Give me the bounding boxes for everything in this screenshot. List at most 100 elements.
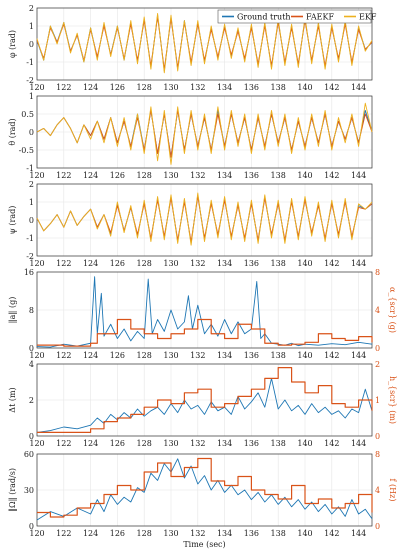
panel-4-series-0-line	[36, 276, 373, 348]
panel-5-xtick-label-2: 124	[83, 439, 98, 448]
panel-1-xtick-label-11: 142	[324, 83, 339, 92]
panel-2-xtick-label-10: 140	[297, 171, 312, 180]
panel-3-xtick-label-8: 136	[244, 259, 259, 268]
panel-3-series-2-line	[36, 192, 373, 246]
panel-1-xtick-label-8: 136	[244, 83, 259, 92]
panel-4-xtick-label-11: 142	[324, 351, 339, 360]
panel-2-xtick-label-8: 136	[244, 171, 259, 180]
panel-2-xtick-label-1: 122	[56, 171, 71, 180]
panel-4-ytick-label-1: 8	[29, 306, 34, 315]
panel-3-frame	[36, 183, 373, 257]
panel-4-xtick-label-2: 124	[83, 351, 98, 360]
panel-1-xtick-label-5: 130	[163, 83, 178, 92]
panel-3-xtick-label-10: 140	[297, 259, 312, 268]
panel-6-ytick-right-label-1: 4	[375, 486, 380, 495]
panel-1-xtick-label-0: 120	[29, 83, 44, 92]
panel-3-xtick-label-7: 134	[217, 259, 232, 268]
panel-5-xtick-label-6: 132	[190, 439, 205, 448]
panel-6-xtick-label-6: 132	[190, 529, 205, 538]
panel-2-ytick-label-0: -1	[26, 164, 34, 173]
panel-4-xtick-label-7: 134	[217, 351, 232, 360]
panel-2-xtick-label-7: 134	[217, 171, 232, 180]
panel-3-ytick-label-0: -2	[26, 252, 34, 261]
panel-2-xtick-label-5: 130	[163, 171, 178, 180]
panel-3-ytick-label-2: 0	[29, 216, 34, 225]
panel-3-xtick-label-4: 128	[137, 259, 152, 268]
panel-6-xtick-label-5: 130	[163, 529, 178, 538]
panel-3-ylabel: ψ (rad)	[8, 206, 17, 235]
panel-2-ytick-label-4: 1	[29, 92, 34, 101]
panel-5-ytick-right-label-1: 1	[375, 396, 380, 405]
panel-2-ylabel: θ (rad)	[8, 118, 17, 145]
panel-4-xtick-label-8: 136	[244, 351, 259, 360]
panel-4-xtick-label-12: 144	[351, 351, 366, 360]
panel-5-ytick-right-label-2: 2	[375, 360, 380, 369]
panel-3-xtick-label-3: 126	[110, 259, 125, 268]
panel-1-ytick-label-1: -1	[26, 58, 34, 67]
panel-6-ytick-right-label-0: 0	[375, 522, 380, 531]
panel-4-xtick-label-10: 140	[297, 351, 312, 360]
panel-4-ytick-right-label-2: 8	[375, 268, 380, 277]
panel-6-ytick-label-2: 60	[24, 450, 34, 459]
panel-1-ytick-label-4: 2	[29, 4, 34, 13]
panel-5-ylabel-right: h_{scr} (m)	[388, 376, 397, 424]
panel-1-xtick-label-6: 132	[190, 83, 205, 92]
panel-2-xtick-label-9: 138	[271, 171, 286, 180]
panel-5-ytick-label-1: 2	[29, 396, 34, 405]
panel-5-xtick-label-11: 142	[324, 439, 339, 448]
panel-2-xtick-label-6: 132	[190, 171, 205, 180]
panel-4-ytick-right-label-0: 0	[375, 344, 380, 353]
panel-4-xtick-label-3: 126	[110, 351, 125, 360]
panel-1-xtick-label-4: 128	[137, 83, 152, 92]
panel-3-ytick-label-3: 1	[29, 198, 34, 207]
panel-2-xtick-label-0: 120	[29, 171, 44, 180]
panel-1-xtick-label-9: 138	[271, 83, 286, 92]
panel-6-xtick-label-9: 138	[271, 529, 286, 538]
panel-5-ytick-label-0: 0	[29, 432, 34, 441]
panel-5-xtick-label-12: 144	[351, 439, 366, 448]
panel-3-xtick-label-5: 130	[163, 259, 178, 268]
panel-2-ytick-label-1: -0.5	[19, 146, 34, 155]
panel-6-ytick-label-1: 30	[24, 486, 34, 495]
legend-label-2: EKF	[359, 13, 377, 22]
panel-5-series-0-line	[36, 377, 373, 433]
panel-3-ytick-label-4: 2	[29, 180, 34, 189]
panel-6-series-1-line	[37, 457, 373, 518]
panel-6-xtick-label-4: 128	[137, 529, 152, 538]
panel-3-series-1-line	[36, 196, 373, 243]
panel-3-xtick-label-6: 132	[190, 259, 205, 268]
panel-6-xtick-label-12: 144	[351, 529, 366, 538]
panel-1-frame	[36, 7, 373, 81]
panel-3-ytick-label-1: -1	[26, 234, 34, 243]
panel-3-xtick-label-2: 124	[83, 259, 98, 268]
panel-4-xtick-label-4: 128	[137, 351, 152, 360]
panel-5-xtick-label-8: 136	[244, 439, 259, 448]
panel-1-xtick-label-10: 140	[297, 83, 312, 92]
panel-3-xtick-label-11: 142	[324, 259, 339, 268]
panel-4-xtick-label-6: 132	[190, 351, 205, 360]
panel-1-xtick-label-7: 134	[217, 83, 232, 92]
panel-5-xtick-label-7: 134	[217, 439, 232, 448]
panel-6-xtick-label-7: 134	[217, 529, 232, 538]
panel-2-xtick-label-4: 128	[137, 171, 152, 180]
panel-2-ytick-label-3: 0.5	[21, 110, 34, 119]
panel-1-xtick-label-3: 126	[110, 83, 125, 92]
panel-6-xtick-label-8: 136	[244, 529, 259, 538]
panel-6-ytick-right-label-2: 8	[375, 450, 380, 459]
panel-4-ylabel-right: α_{scr} (g)	[388, 287, 397, 333]
panel-1-series-2-line	[36, 12, 373, 74]
panel-4-xtick-label-1: 122	[56, 351, 71, 360]
panel-5-xtick-label-4: 128	[137, 439, 152, 448]
panel-5-xtick-label-10: 140	[297, 439, 312, 448]
panel-6-xtick-label-0: 120	[29, 529, 44, 538]
panel-5-ytick-label-2: 4	[29, 360, 34, 369]
panel-6-frame	[36, 453, 373, 527]
panel-5-ytick-right-label-0: 0	[375, 432, 380, 441]
panel-6-xtick-label-11: 142	[324, 529, 339, 538]
panel-6-xtick-label-1: 122	[56, 529, 71, 538]
panel-4-series-1-line	[37, 318, 373, 347]
panel-3-xtick-label-9: 138	[271, 259, 286, 268]
panel-2-xtick-label-2: 124	[83, 171, 98, 180]
panel-5-xtick-label-3: 126	[110, 439, 125, 448]
